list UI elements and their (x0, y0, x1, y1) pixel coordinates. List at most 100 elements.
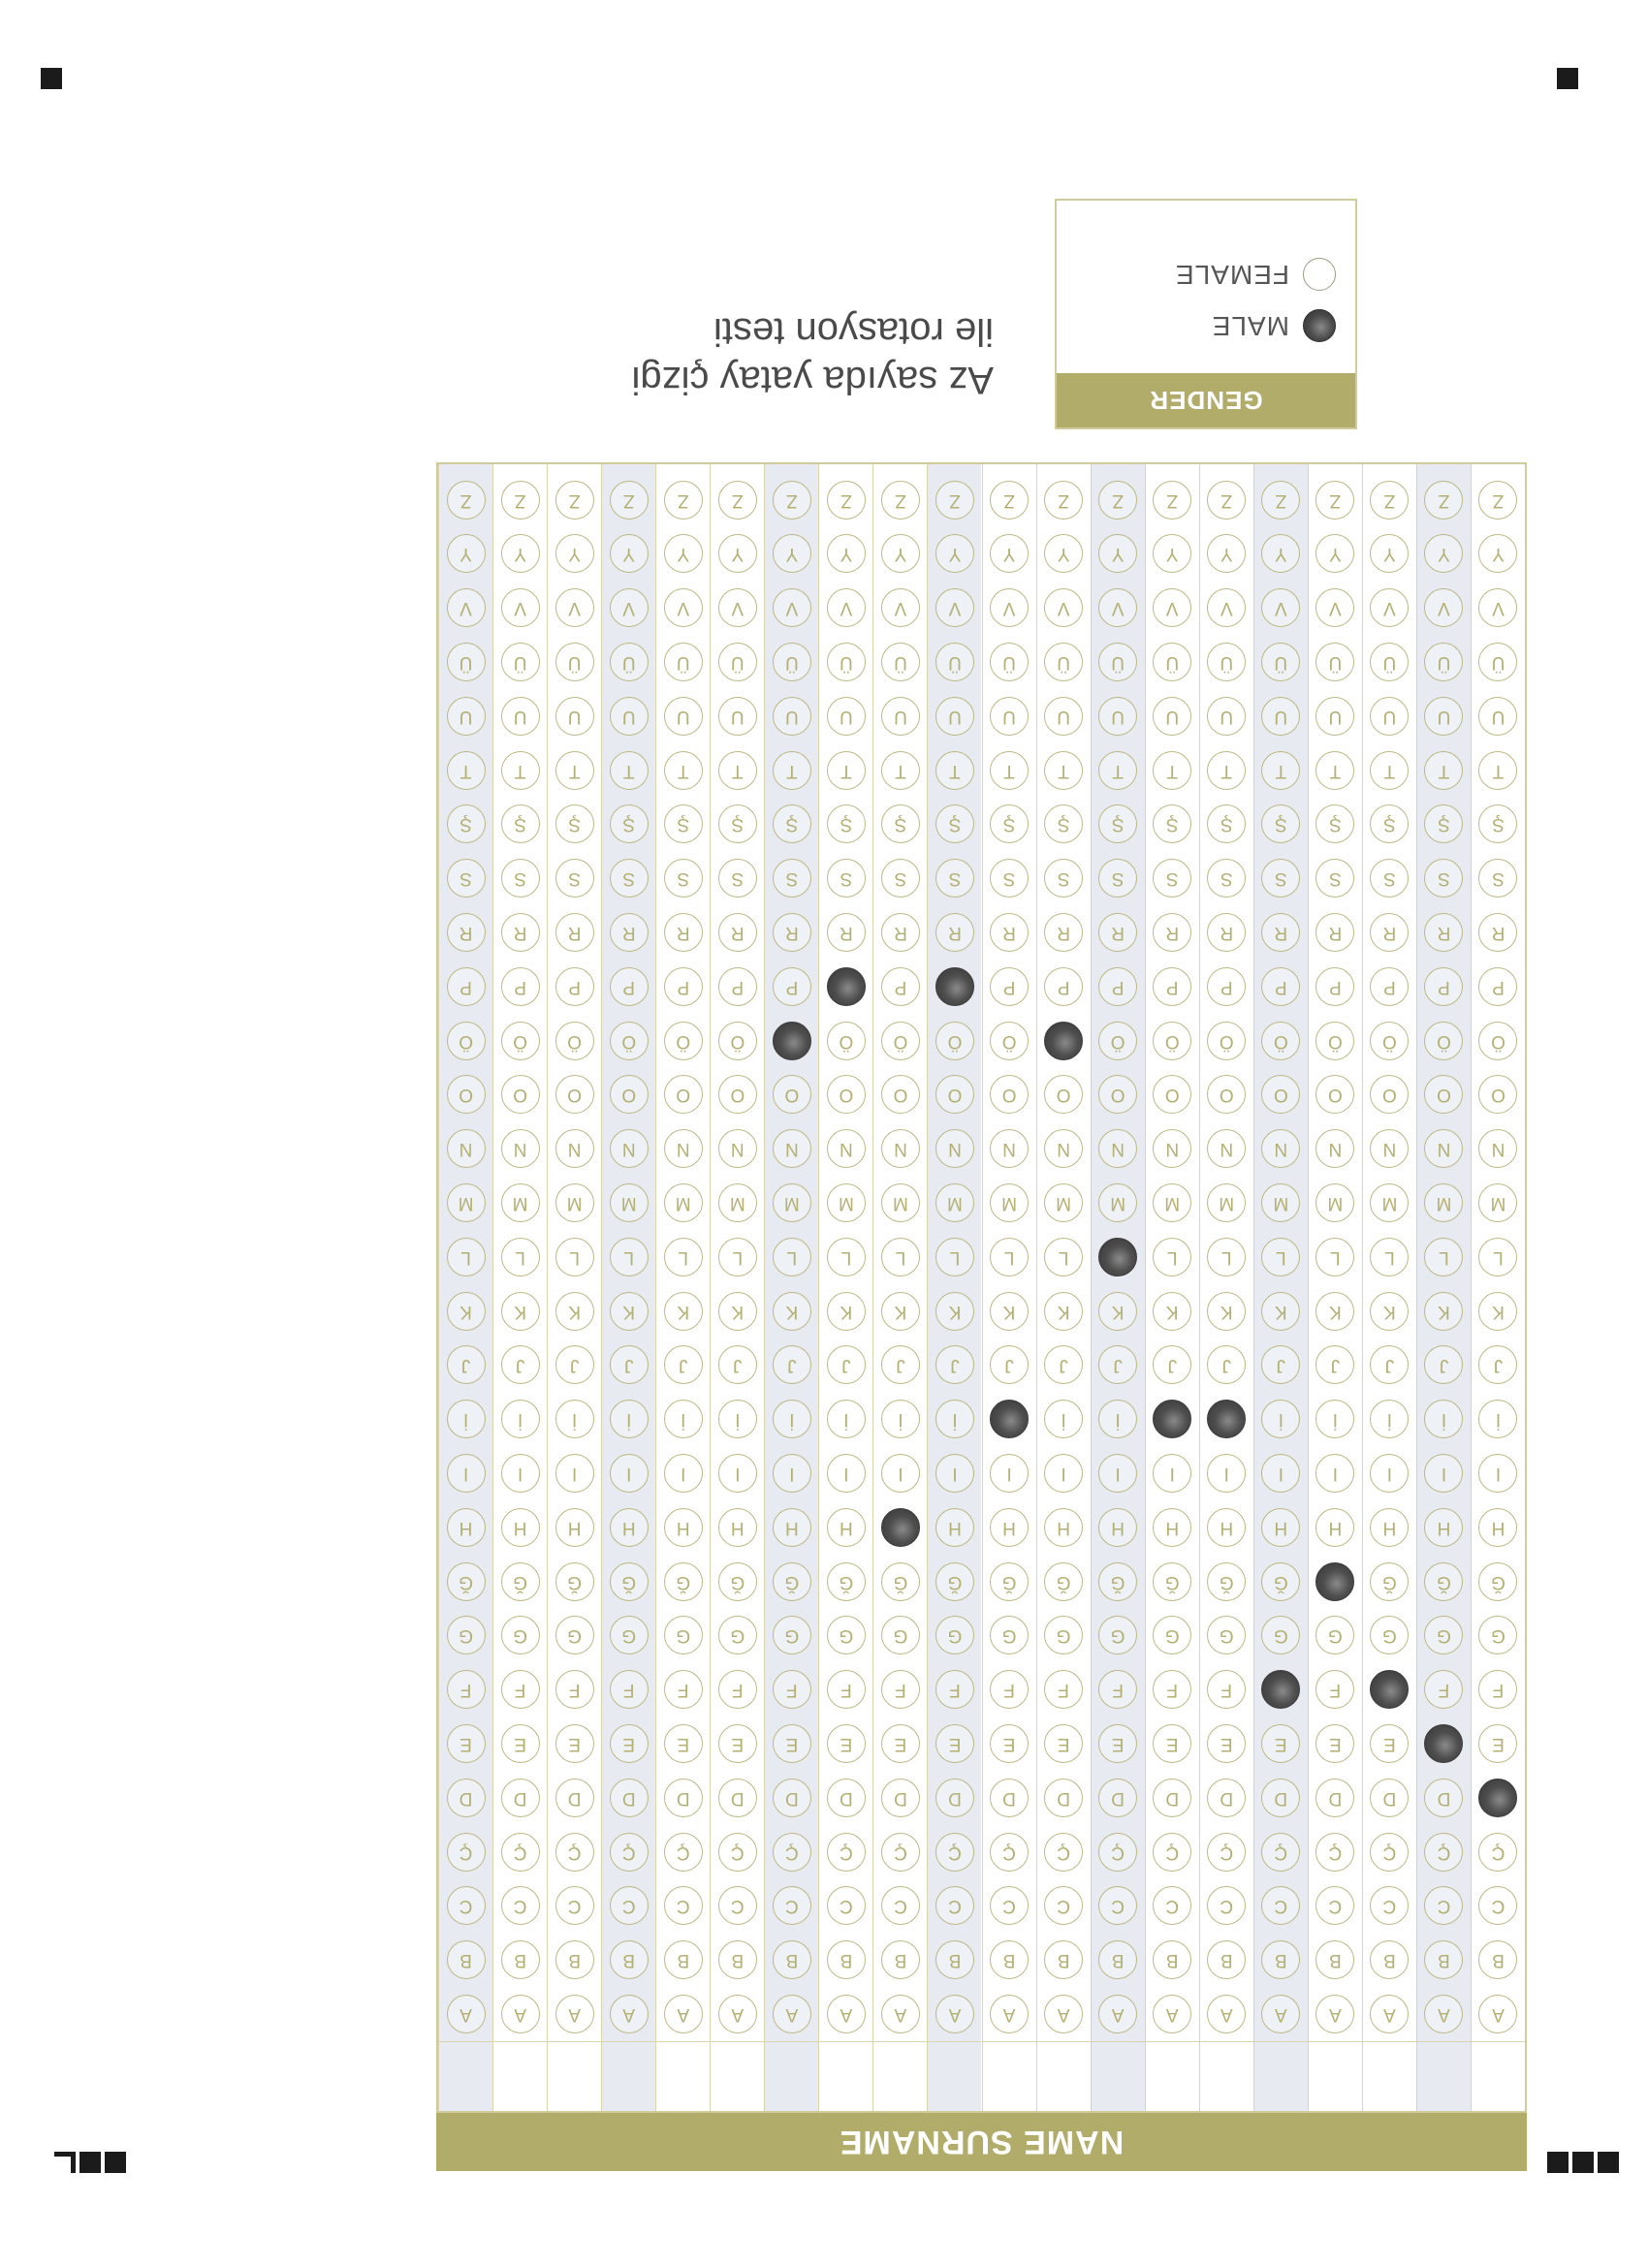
letter-bubble[interactable]: Ç (1098, 1832, 1138, 1872)
letter-bubble[interactable]: S (772, 859, 811, 898)
letter-bubble[interactable]: C (990, 1886, 1030, 1926)
letter-bubble[interactable]: B (935, 1940, 974, 1980)
letter-bubble[interactable]: E (1370, 1724, 1410, 1763)
letter-bubble[interactable]: İ (500, 1400, 540, 1439)
letter-bubble[interactable]: K (1478, 1291, 1518, 1331)
letter-bubble[interactable]: F (1478, 1670, 1518, 1710)
letter-bubble[interactable]: L (935, 1237, 974, 1276)
letter-bubble[interactable]: V (1424, 588, 1464, 628)
letter-bubble[interactable]: Ü (990, 643, 1030, 681)
letter-bubble[interactable]: J (1424, 1345, 1464, 1385)
letter-bubble[interactable]: N (1044, 1129, 1084, 1169)
letter-bubble[interactable]: G (446, 1616, 486, 1655)
letter-bubble[interactable]: O (500, 1075, 540, 1115)
letter-bubble[interactable]: M (880, 1183, 920, 1222)
letter-bubble[interactable]: A (1478, 1995, 1518, 2033)
letter-bubble[interactable]: L (1261, 1237, 1301, 1276)
letter-bubble[interactable]: F (880, 1670, 920, 1710)
letter-bubble[interactable]: G (826, 1616, 866, 1655)
letter-bubble[interactable]: H (826, 1507, 866, 1547)
letter-bubble[interactable]: O (1370, 1075, 1410, 1115)
letter-bubble[interactable]: U (717, 696, 757, 736)
letter-bubble[interactable]: K (609, 1291, 649, 1331)
letter-bubble[interactable]: C (880, 1886, 920, 1926)
letter-bubble[interactable]: L (1207, 1237, 1247, 1276)
letter-bubble[interactable]: U (1044, 696, 1084, 736)
letter-bubble[interactable]: Y (1261, 534, 1301, 574)
letter-bubble[interactable]: T (717, 750, 757, 790)
letter-bubble[interactable]: Ü (717, 643, 757, 681)
letter-bubble[interactable]: Ç (555, 1832, 594, 1872)
letter-bubble[interactable]: C (609, 1886, 649, 1926)
letter-bubble[interactable]: A (1044, 1995, 1084, 2033)
letter-bubble[interactable]: A (826, 1995, 866, 2033)
letter-bubble[interactable]: C (1098, 1886, 1138, 1926)
letter-bubble[interactable]: M (1315, 1183, 1355, 1222)
letter-bubble[interactable]: Z (1424, 480, 1464, 520)
letter-bubble[interactable]: I (1044, 1454, 1084, 1493)
letter-bubble[interactable]: P (663, 966, 703, 1006)
letter-bubble[interactable]: A (1153, 1995, 1192, 2033)
letter-bubble[interactable]: K (717, 1291, 757, 1331)
letter-bubble[interactable]: F (990, 1670, 1030, 1710)
letter-bubble[interactable]: E (1478, 1724, 1518, 1763)
letter-bubble[interactable]: H (446, 1507, 486, 1547)
letter-bubble[interactable]: B (555, 1940, 594, 1980)
letter-bubble[interactable]: Z (1044, 480, 1084, 520)
letter-bubble[interactable]: E (772, 1724, 811, 1763)
letter-bubble[interactable]: U (880, 696, 920, 736)
letter-bubble[interactable]: A (935, 1995, 974, 2033)
letter-bubble[interactable]: F (609, 1670, 649, 1710)
letter-bubble[interactable]: B (663, 1940, 703, 1980)
letter-bubble[interactable]: J (935, 1345, 974, 1385)
letter-bubble[interactable]: O (1207, 1075, 1247, 1115)
letter-bubble[interactable]: İ (717, 1400, 757, 1439)
letter-bubble[interactable]: Ç (1315, 1832, 1355, 1872)
letter-bubble[interactable]: C (1370, 1886, 1410, 1926)
letter-bubble[interactable]: Z (555, 480, 594, 520)
letter-bubble[interactable]: B (1153, 1940, 1192, 1980)
letter-bubble[interactable]: Z (826, 480, 866, 520)
letter-bubble[interactable]: V (1207, 588, 1247, 628)
letter-bubble[interactable]: Ç (1261, 1832, 1301, 1872)
letter-bubble[interactable]: Ç (935, 1832, 974, 1872)
letter-bubble[interactable]: M (1207, 1183, 1247, 1222)
letter-bubble[interactable]: Ğ (772, 1561, 811, 1601)
letter-bubble[interactable]: H (1478, 1507, 1518, 1547)
letter-bubble[interactable]: V (1478, 588, 1518, 628)
letter-bubble[interactable]: Ö (555, 1021, 594, 1060)
letter-bubble[interactable]: Ü (1424, 643, 1464, 681)
letter-bubble[interactable]: Y (772, 534, 811, 574)
letter-bubble[interactable]: Ş (935, 804, 974, 844)
letter-bubble[interactable]: P (1315, 966, 1355, 1006)
letter-bubble[interactable]: İ (772, 1400, 811, 1439)
letter-bubble[interactable]: F (1315, 1670, 1355, 1710)
letter-bubble[interactable]: M (1153, 1183, 1192, 1222)
letter-bubble[interactable]: F (1207, 1670, 1247, 1710)
letter-bubble[interactable]: Ğ (1207, 1561, 1247, 1601)
letter-bubble[interactable]: K (1315, 1291, 1355, 1331)
letter-bubble[interactable]: K (990, 1291, 1030, 1331)
letter-bubble[interactable]: T (1044, 750, 1084, 790)
letter-bubble[interactable]: J (1207, 1345, 1247, 1385)
letter-bubble[interactable]: T (1098, 750, 1138, 790)
letter-bubble[interactable]: V (935, 588, 974, 628)
letter-bubble[interactable]: E (935, 1724, 974, 1763)
letter-bubble[interactable]: M (990, 1183, 1030, 1222)
letter-bubble[interactable]: K (1044, 1291, 1084, 1331)
letter-bubble[interactable]: B (772, 1940, 811, 1980)
letter-bubble[interactable]: I (1098, 1454, 1138, 1493)
letter-bubble[interactable]: E (717, 1724, 757, 1763)
letter-bubble[interactable]: F (1044, 1670, 1084, 1710)
letter-bubble[interactable]: G (935, 1616, 974, 1655)
letter-bubble[interactable]: G (1044, 1616, 1084, 1655)
letter-bubble[interactable]: A (446, 1995, 486, 2033)
letter-bubble[interactable]: S (1098, 859, 1138, 898)
letter-bubble[interactable]: İ (663, 1400, 703, 1439)
letter-bubble[interactable]: U (663, 696, 703, 736)
letter-bubble[interactable]: N (1098, 1129, 1138, 1169)
letter-bubble[interactable]: I (880, 1454, 920, 1493)
letter-bubble[interactable]: L (663, 1237, 703, 1276)
letter-bubble[interactable]: B (1424, 1940, 1464, 1980)
letter-bubble[interactable]: T (1424, 750, 1464, 790)
